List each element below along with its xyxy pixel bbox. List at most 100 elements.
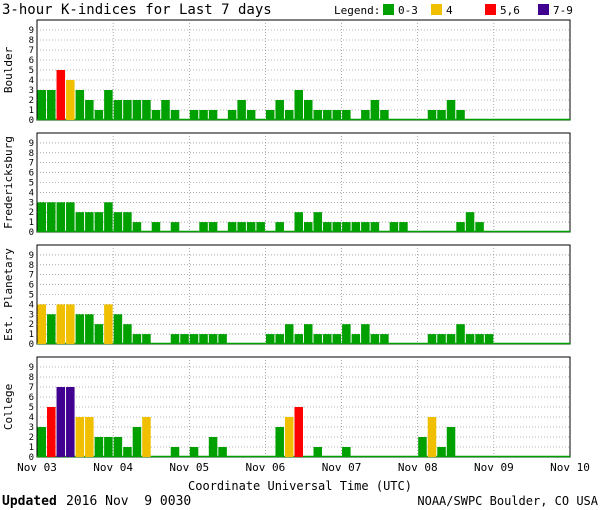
y-tick-label: 9: [29, 26, 34, 36]
y-tick-label: 0: [29, 228, 34, 238]
k-index-bar: [427, 110, 437, 120]
k-index-bar: [237, 100, 246, 120]
k-index-bar: [47, 314, 56, 344]
y-tick-label: 3: [29, 86, 34, 96]
k-index-bar: [123, 212, 132, 232]
k-index-bar: [437, 334, 446, 344]
k-index-bar: [465, 334, 475, 344]
k-index-bar: [351, 334, 361, 344]
y-tick-label: 4: [29, 300, 34, 310]
k-index-bar: [170, 222, 180, 232]
k-index-bar: [170, 447, 180, 457]
k-index-bar: [484, 334, 494, 344]
k-index-bar: [265, 334, 275, 344]
x-tick-label: Nov 04: [93, 461, 133, 474]
k-index-bar: [475, 334, 484, 344]
k-index-bar: [275, 222, 284, 232]
k-index-bar: [199, 110, 208, 120]
k-index-bar: [456, 222, 465, 232]
k-index-bar: [304, 100, 313, 120]
k-index-bar: [284, 110, 294, 120]
k-index-bar: [342, 447, 351, 457]
k-index-bar: [132, 334, 142, 344]
legend-swatch: [383, 4, 394, 15]
k-index-bar: [427, 334, 437, 344]
k-index-bar: [208, 222, 218, 232]
y-tick-label: 5: [29, 291, 34, 301]
k-index-bar: [218, 334, 227, 344]
k-index-bar: [456, 324, 465, 344]
k-index-bar: [189, 334, 199, 344]
x-axis-label: Coordinate Universal Time (UTC): [188, 479, 412, 493]
k-index-bar: [123, 100, 132, 120]
x-tick-label: Nov 09: [474, 461, 514, 474]
k-index-bar: [265, 110, 275, 120]
y-tick-label: 7: [29, 383, 34, 393]
k-index-bar: [170, 334, 180, 344]
k-index-bar: [370, 100, 380, 120]
k-index-bar: [47, 90, 56, 120]
k-index-bar: [313, 212, 323, 232]
chart-title: 3-hour K-indices for Last 7 days: [2, 2, 272, 18]
k-index-bar: [104, 90, 113, 120]
legend-entry: 5,6: [500, 4, 520, 17]
y-tick-label: 0: [29, 116, 34, 126]
updated-label: Updated: [2, 494, 57, 509]
k-index-bar: [113, 437, 123, 457]
k-index-bar: [75, 314, 85, 344]
legend: 0-3 4 5,6 7-9: [383, 4, 573, 17]
y-tick-label: 8: [29, 261, 34, 271]
y-tick-label: 1: [29, 106, 34, 116]
k-index-bar: [275, 334, 284, 344]
y-tick-label: 4: [29, 188, 34, 198]
k-index-bar: [85, 100, 94, 120]
k-index-bar: [189, 447, 199, 457]
k-index-bar: [332, 110, 342, 120]
k-index-bar: [37, 304, 47, 344]
y-tick-label: 7: [29, 271, 34, 281]
k-index-bar: [342, 110, 351, 120]
k-index-bar: [294, 334, 303, 344]
k-index-bar: [294, 90, 303, 120]
k-index-bar: [151, 110, 161, 120]
k-index-bar: [342, 222, 351, 232]
k-index-bar: [323, 334, 332, 344]
k-index-bar: [380, 110, 389, 120]
k-index-bar: [332, 334, 342, 344]
k-index-bar: [313, 110, 323, 120]
k-index-bar: [284, 417, 294, 457]
k-index-bar: [132, 222, 142, 232]
k-index-bar: [399, 222, 408, 232]
k-index-bar: [370, 222, 380, 232]
k-index-bar: [418, 437, 427, 457]
k-index-bar: [113, 314, 123, 344]
y-tick-label: 8: [29, 149, 34, 159]
station-label: Est. Planetary: [2, 248, 15, 341]
k-index-bar: [294, 407, 303, 457]
k-index-bar: [104, 202, 113, 232]
k-index-bar: [304, 324, 313, 344]
k-index-bar: [104, 437, 113, 457]
k-index-bar: [66, 304, 75, 344]
legend-swatch: [485, 4, 496, 15]
k-index-bar: [85, 417, 94, 457]
y-tick-label: 2: [29, 433, 34, 443]
k-index-bar: [132, 100, 142, 120]
station-panels: 0123456789Boulder0123456789Fredericksbur…: [2, 19, 571, 463]
k-index-bar: [227, 222, 237, 232]
k-index-bar: [437, 110, 446, 120]
y-tick-label: 4: [29, 76, 34, 86]
k-index-bar: [56, 202, 66, 232]
k-index-bar: [161, 100, 170, 120]
k-index-bar: [94, 110, 104, 120]
k-index-bar: [47, 202, 56, 232]
k-index-bar: [304, 222, 313, 232]
k-index-bar: [389, 222, 399, 232]
legend-title: Legend:: [334, 4, 380, 17]
k-index-bar: [56, 387, 66, 457]
k-index-bar: [380, 334, 389, 344]
k-index-bar: [56, 70, 66, 120]
